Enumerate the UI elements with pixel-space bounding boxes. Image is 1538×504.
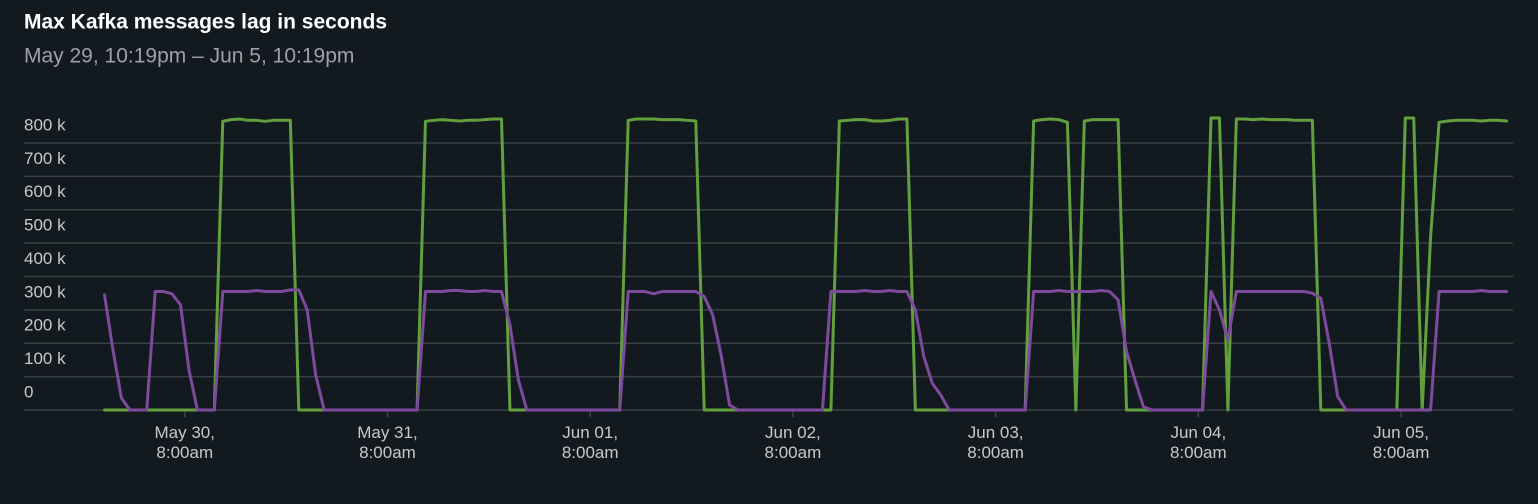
x-tick-label: Jun 01, 8:00am	[562, 423, 619, 462]
x-tick-label: May 31, 8:00am	[357, 423, 417, 462]
series-line	[103, 288, 1509, 412]
x-tick-label: Jun 04, 8:00am	[1170, 423, 1227, 462]
chart-subtitle: May 29, 10:19pm – Jun 5, 10:19pm	[24, 45, 354, 68]
y-tick-label: 100 k	[24, 349, 66, 368]
y-tick-label: 500 k	[24, 216, 66, 235]
y-tick-label: 700 k	[24, 149, 66, 168]
y-tick-label: 600 k	[24, 182, 66, 201]
y-tick-label: 200 k	[24, 316, 66, 335]
x-tick-label: Jun 03, 8:00am	[967, 423, 1024, 462]
x-tick-label: Jun 05, 8:00am	[1373, 423, 1430, 462]
y-tick-label: 300 k	[24, 282, 66, 301]
y-tick-label: 800 k	[24, 115, 66, 134]
y-tick-label: 400 k	[24, 249, 66, 268]
x-tick-label: Jun 02, 8:00am	[765, 423, 822, 462]
y-tick-label: 0	[24, 382, 33, 401]
chart-title: Max Kafka messages lag in seconds	[24, 11, 387, 34]
x-tick-label: May 30, 8:00am	[155, 423, 215, 462]
